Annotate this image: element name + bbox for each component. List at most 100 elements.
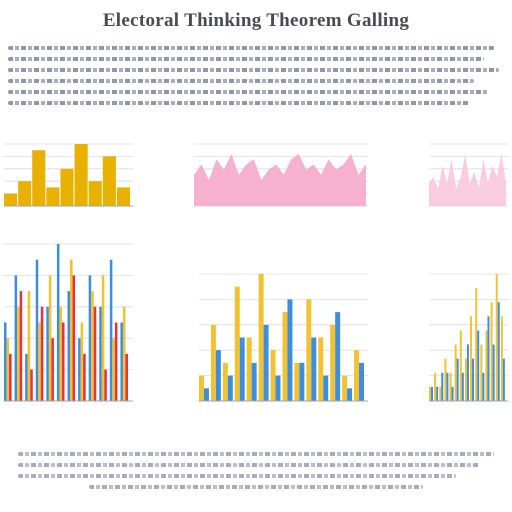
bar (116, 187, 130, 206)
bar (46, 306, 49, 401)
bar (56, 244, 60, 401)
bar (464, 358, 467, 401)
bar (449, 372, 452, 401)
bar (246, 337, 252, 401)
bar (102, 156, 116, 206)
bar (477, 330, 480, 401)
bar (502, 358, 505, 401)
bar (330, 324, 336, 401)
bar (239, 337, 245, 401)
bar (67, 291, 71, 401)
bar (88, 181, 102, 206)
bar (451, 386, 454, 401)
bar (70, 259, 73, 401)
bar (46, 187, 60, 206)
bar (74, 144, 88, 206)
bar (91, 291, 94, 401)
bar (461, 372, 464, 401)
bar (27, 291, 31, 401)
bar (275, 375, 281, 401)
bar (470, 316, 473, 401)
bar (101, 275, 105, 401)
bar (120, 322, 123, 401)
bar (88, 275, 92, 401)
bar (18, 181, 32, 206)
bar (282, 312, 288, 401)
bar (78, 338, 81, 401)
bar (6, 338, 10, 401)
intro-paragraph (8, 46, 504, 112)
bar (270, 350, 276, 401)
bar (446, 372, 449, 401)
bar (38, 322, 41, 401)
bar (454, 344, 457, 401)
bar (354, 350, 360, 401)
bar (227, 375, 233, 401)
chart-bottom-right (425, 270, 510, 405)
bar (4, 193, 18, 206)
bar (104, 369, 107, 401)
bar (40, 306, 44, 401)
bar (466, 344, 469, 401)
bar (109, 259, 113, 401)
bar (294, 362, 300, 401)
bar (203, 388, 209, 401)
bar (439, 386, 442, 401)
chart-top-middle (190, 140, 370, 210)
bar (299, 362, 305, 401)
bar (441, 372, 444, 401)
bar (199, 375, 204, 401)
bar (347, 388, 353, 401)
bar (287, 299, 293, 401)
bar (492, 344, 495, 401)
bar (72, 275, 76, 401)
bar (51, 338, 54, 401)
bar (456, 358, 459, 401)
bar (359, 362, 364, 401)
bar (9, 353, 12, 401)
bar (490, 302, 493, 401)
bar (59, 306, 62, 401)
bar (475, 288, 478, 401)
bar (251, 362, 257, 401)
bar (35, 259, 39, 401)
chart-bottom-left (0, 240, 135, 405)
bar (318, 337, 324, 401)
bar (335, 312, 341, 401)
chart-top-left (0, 140, 135, 210)
bar (311, 337, 317, 401)
bar (258, 274, 264, 401)
bar (48, 275, 52, 401)
bar (14, 275, 18, 401)
chart-bottom-middle (195, 270, 370, 405)
bar (125, 353, 128, 401)
bar (122, 306, 126, 401)
bar (495, 274, 498, 401)
bar (60, 168, 74, 206)
bar (210, 324, 216, 401)
bar (323, 375, 329, 401)
bar (500, 316, 503, 401)
bar (234, 286, 240, 401)
series-area (429, 154, 506, 206)
bar (459, 330, 462, 401)
bar (431, 386, 433, 401)
bar (429, 386, 431, 401)
footer-caption (18, 452, 494, 496)
bar (30, 369, 33, 401)
bar (482, 372, 485, 401)
chart-top-right (425, 140, 510, 210)
bar (17, 306, 20, 401)
bar (215, 350, 221, 401)
bar (497, 302, 500, 401)
bar (263, 324, 269, 401)
bar (487, 316, 490, 401)
bar (93, 306, 97, 401)
bar (61, 322, 65, 401)
bar (306, 299, 312, 401)
bar (485, 330, 488, 401)
bar (444, 358, 447, 401)
bar (114, 322, 118, 401)
bar (4, 322, 7, 401)
bar (436, 386, 439, 401)
